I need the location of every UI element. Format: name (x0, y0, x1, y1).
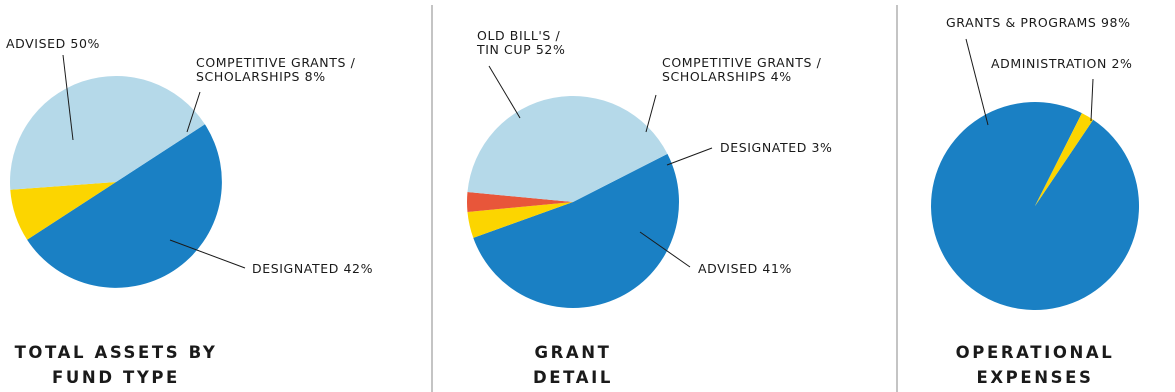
pie3-label-2: ADMINISTRATION 2% (991, 56, 1133, 71)
pie2-label-1-line-2: TIN CUP 52% (476, 42, 565, 57)
pie2-label-2-line-2: SCHOLARSHIPS 4% (662, 69, 792, 84)
pie3-slice-1 (931, 102, 1140, 311)
pie2-slice-1 (473, 153, 680, 309)
pie1-title-line-2: FUND TYPE (52, 368, 180, 387)
pie2-label-4: ADVISED 41% (698, 261, 792, 276)
pie2-label-2: COMPETITIVE GRANTS / SCHOLARSHIPS 4% (662, 55, 822, 84)
pie1-title: TOTAL ASSETS BY FUND TYPE (15, 343, 218, 387)
pie1-title-line-1: TOTAL ASSETS BY (15, 343, 218, 362)
pie2-label-4-line-1: ADVISED 41% (698, 261, 792, 276)
pie2-label-3: DESIGNATED 3% (720, 140, 833, 155)
pie3-leader-2 (1090, 78, 1094, 122)
pie2-title-line-1: GRANT (534, 343, 611, 362)
pie1-slice-2 (10, 182, 117, 240)
pie2-label-3-line-1: DESIGNATED 3% (720, 140, 833, 155)
pie2-slice-4 (467, 95, 668, 202)
pie2-slice-2 (467, 202, 573, 238)
pie1-slice-1 (27, 124, 222, 288)
pie1-label-3-line-1: DESIGNATED 42% (252, 261, 373, 276)
pie1-label-2: COMPETITIVE GRANTS / SCHOLARSHIPS 8% (196, 55, 356, 84)
pie1-label-1-line-1: ADVISED 50% (6, 36, 100, 51)
pie1-leader-3 (169, 239, 246, 269)
pie2-title-line-2: DETAIL (533, 368, 613, 387)
pie1-slice-3 (9, 75, 205, 190)
pie3-leader-1 (965, 38, 989, 126)
pie3-title-line-1: OPERATIONAL (956, 343, 1115, 362)
pie3-title: OPERATIONAL EXPENSES (956, 343, 1115, 387)
pie3-label-2-line-1: ADMINISTRATION 2% (991, 56, 1133, 71)
pie3-slice-2 (1035, 113, 1094, 206)
pie2-leader-3 (666, 147, 713, 166)
pie2-label-1-line-1: OLD BILL'S / (477, 28, 561, 43)
pie2-title: GRANT DETAIL (533, 343, 613, 387)
pie3-title-line-2: EXPENSES (976, 368, 1093, 387)
pie1-leader-2 (186, 91, 201, 133)
pie2-leader-4 (639, 231, 691, 268)
pie1-leader-1 (62, 54, 74, 141)
pie2-leader-2 (645, 94, 657, 133)
pie1-label-2-line-2: SCHOLARSHIPS 8% (196, 69, 326, 84)
pie1-label-1: ADVISED 50% (6, 36, 100, 51)
pie3-label-1: GRANTS & PROGRAMS 98% (946, 15, 1131, 30)
pie2-label-2-line-1: COMPETITIVE GRANTS / (662, 55, 822, 70)
pie1-label-3: DESIGNATED 42% (252, 261, 373, 276)
pie2-leader-1 (488, 65, 521, 119)
pie2-label-1: OLD BILL'S / TIN CUP 52% (476, 28, 565, 57)
pie1-label-2-line-1: COMPETITIVE GRANTS / (196, 55, 356, 70)
pie3-label-1-line-1: GRANTS & PROGRAMS 98% (946, 15, 1131, 30)
pie2-slice-3 (466, 192, 573, 212)
